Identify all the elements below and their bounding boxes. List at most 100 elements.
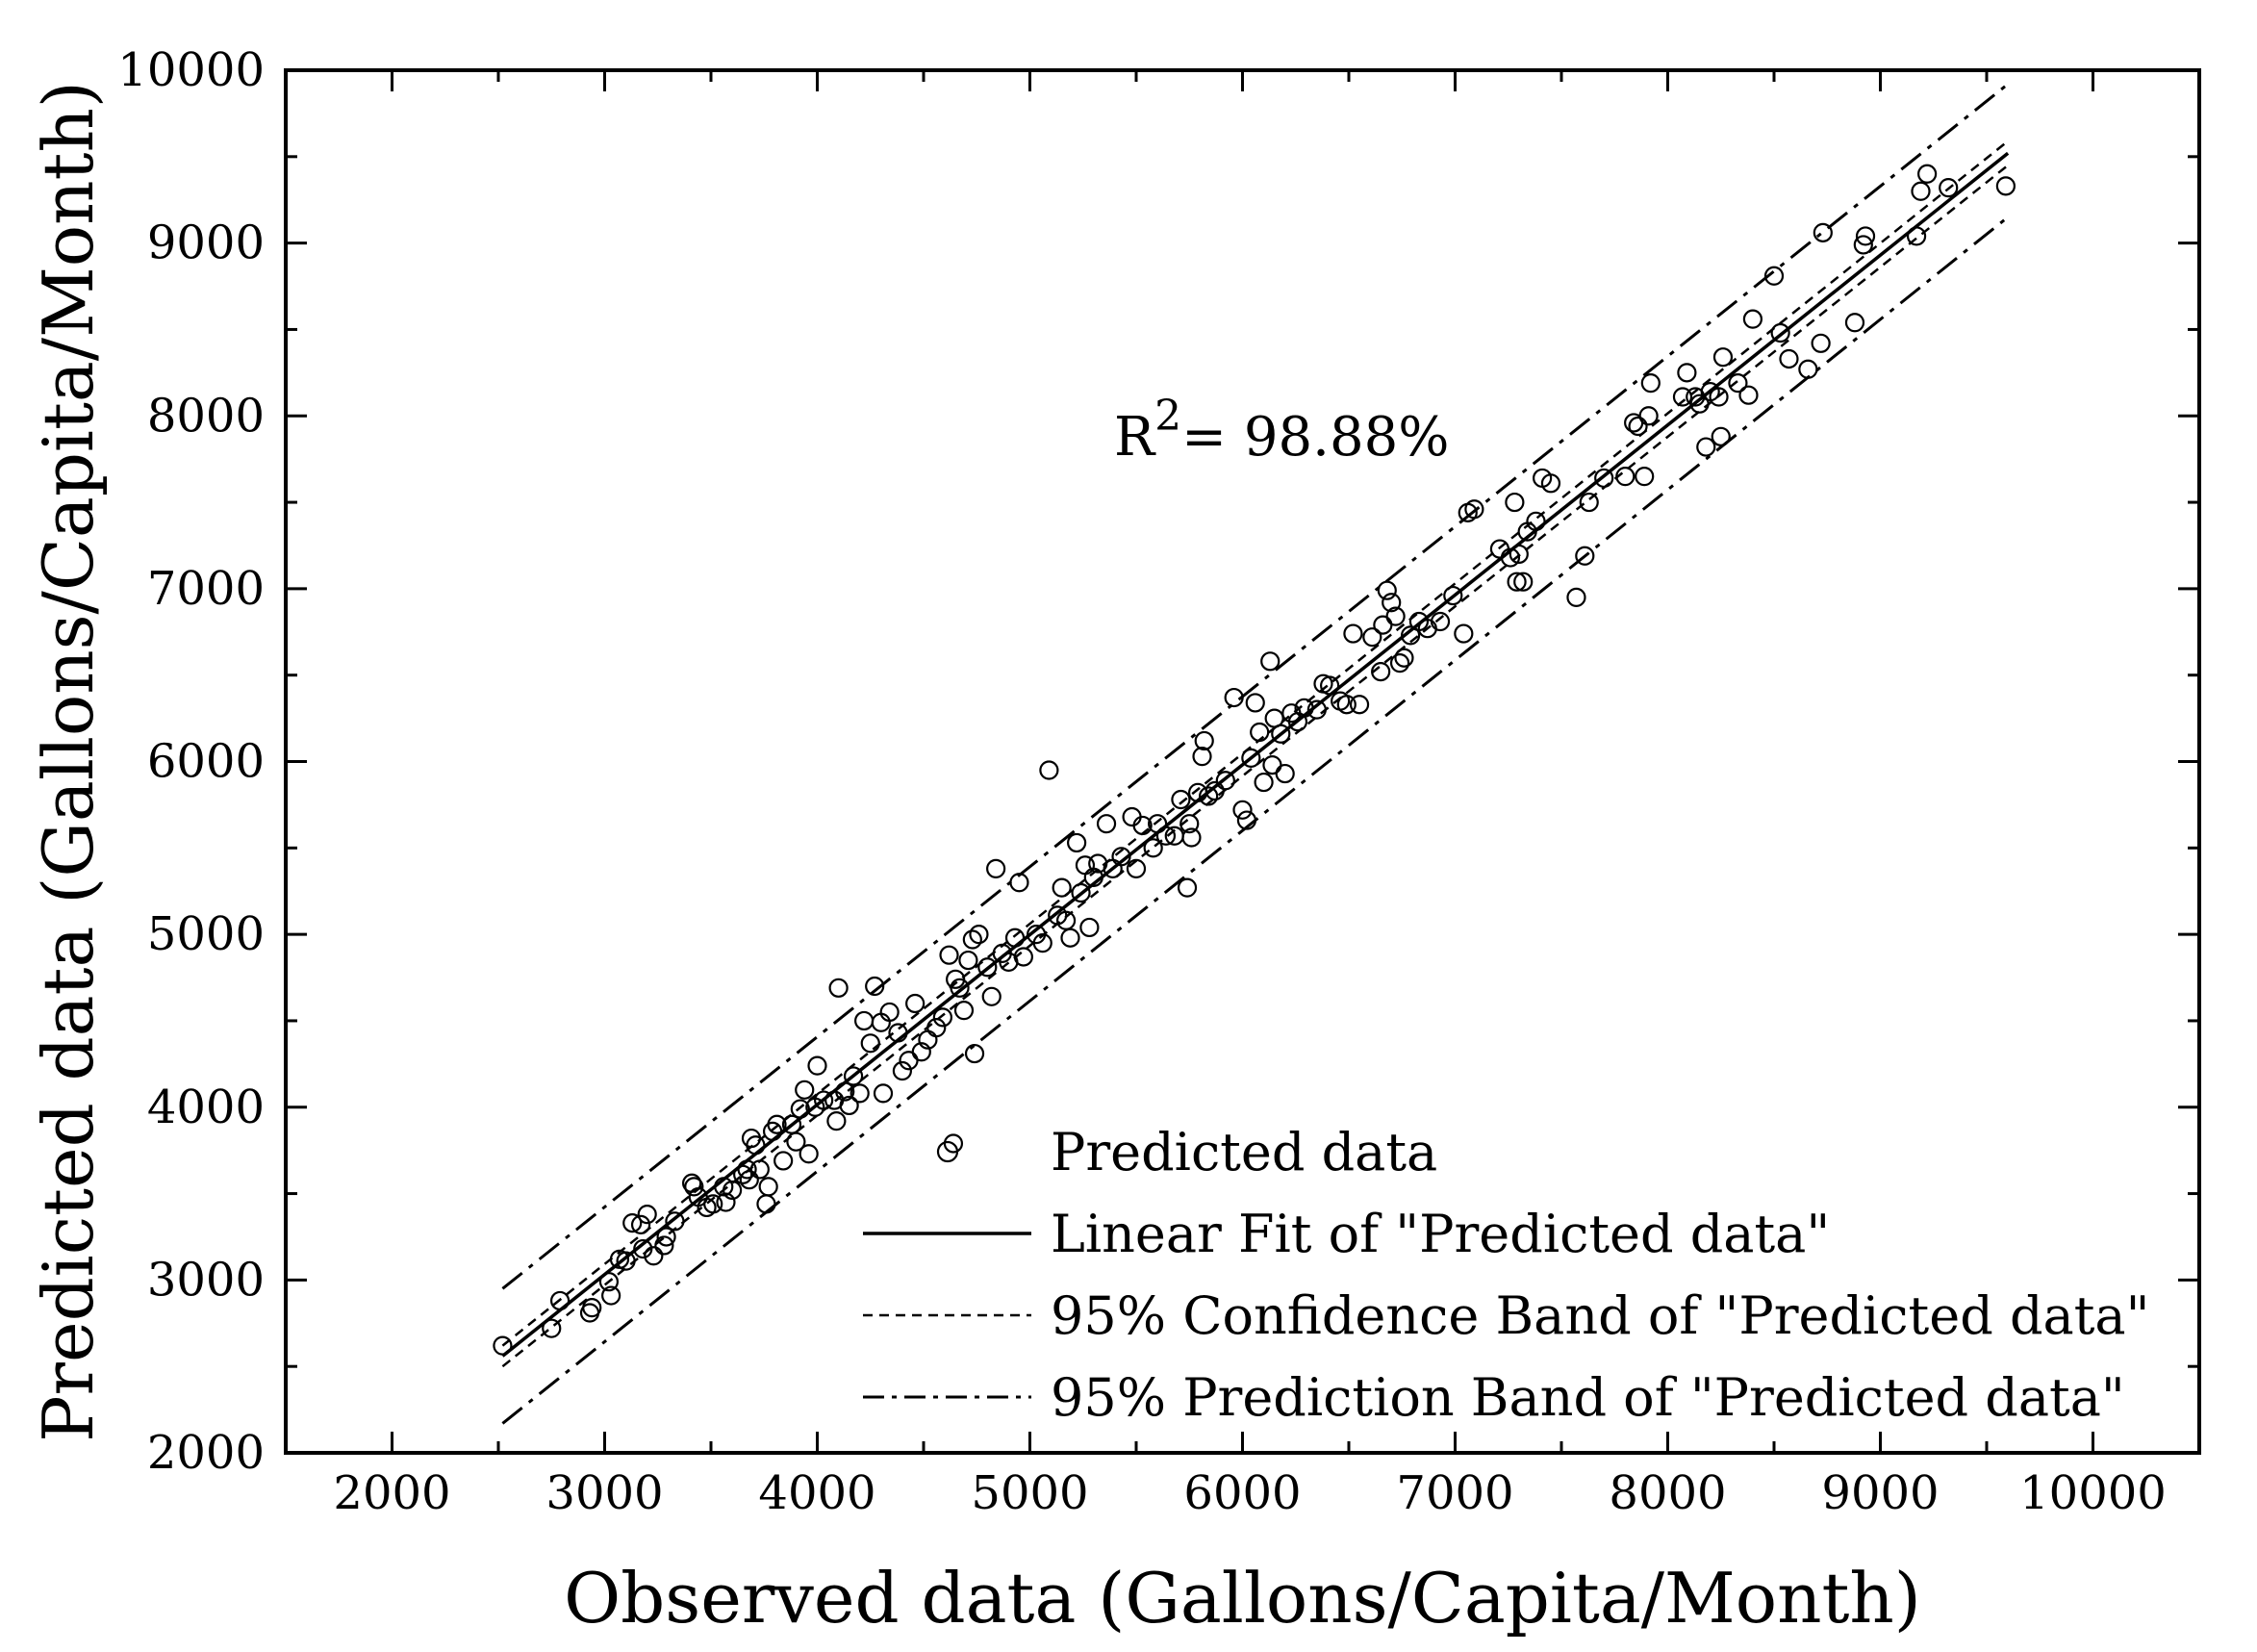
data-point bbox=[1155, 826, 1177, 846]
data-point bbox=[703, 1194, 723, 1214]
x-tick-label: 4000 bbox=[758, 1466, 875, 1520]
data-point bbox=[630, 1214, 651, 1234]
data-point bbox=[1696, 437, 1716, 457]
data-point bbox=[1770, 322, 1790, 343]
data-point bbox=[1052, 877, 1072, 898]
data-point bbox=[1995, 176, 2016, 196]
data-point bbox=[1742, 309, 1763, 329]
data-point bbox=[1917, 164, 1938, 184]
data-point bbox=[1232, 800, 1253, 820]
data-point bbox=[1738, 385, 1759, 405]
data-point bbox=[1579, 492, 1599, 513]
data-point bbox=[758, 1177, 778, 1197]
data-point bbox=[733, 1164, 753, 1184]
data-point bbox=[1343, 623, 1363, 644]
data-point bbox=[1336, 695, 1357, 715]
data-point bbox=[598, 1272, 620, 1292]
data-point bbox=[1911, 181, 1931, 201]
data-point bbox=[1507, 572, 1527, 592]
data-point bbox=[1382, 593, 1402, 613]
x-axis-tick-labels: 2000 3000 4000 5000 6000 7000 8000 9000 10000 bbox=[333, 1466, 2166, 1520]
data-point bbox=[1811, 333, 1831, 353]
data-point bbox=[637, 1205, 657, 1225]
data-point bbox=[1126, 858, 1147, 878]
prediction-band-upper bbox=[501, 83, 2010, 1290]
data-point bbox=[722, 1180, 743, 1201]
data-point bbox=[1672, 387, 1693, 407]
legend-label: Linear Fit of "Predicted data" bbox=[1051, 1204, 1830, 1264]
y-axis-tick-labels: 2000 3000 4000 5000 6000 7000 8000 9000 10000 bbox=[117, 43, 265, 1480]
data-point bbox=[1628, 416, 1648, 437]
data-point bbox=[1855, 226, 1876, 246]
data-point bbox=[786, 1131, 806, 1152]
data-point bbox=[1179, 814, 1200, 834]
data-point bbox=[1039, 760, 1059, 780]
data-point bbox=[767, 1114, 787, 1134]
x-tick-label: 7000 bbox=[1396, 1466, 1513, 1520]
data-point bbox=[1689, 394, 1710, 414]
data-point bbox=[911, 1042, 931, 1062]
data-point bbox=[1779, 348, 1799, 369]
data-point bbox=[1464, 499, 1484, 520]
data-point bbox=[542, 1318, 562, 1338]
data-point bbox=[1906, 226, 1927, 246]
legend: Predicted data Linear Fit of "Predicted d… bbox=[863, 1122, 2149, 1428]
data-point bbox=[1245, 693, 1265, 713]
data-point bbox=[1254, 772, 1274, 793]
data-point bbox=[1709, 387, 1729, 407]
r-squared-superscript: 2 bbox=[1154, 392, 1181, 441]
x-tick-label: 9000 bbox=[1821, 1466, 1939, 1520]
data-point bbox=[843, 1066, 864, 1086]
data-point bbox=[932, 1007, 952, 1028]
data-point bbox=[1526, 511, 1546, 531]
x-tick-label: 2000 bbox=[333, 1466, 450, 1520]
data-point bbox=[1143, 838, 1163, 858]
data-point bbox=[1004, 928, 1026, 948]
data-point bbox=[714, 1177, 734, 1197]
data-point bbox=[953, 1001, 975, 1021]
confidence-band-upper bbox=[501, 140, 2009, 1347]
x-tick-label: 10000 bbox=[2019, 1466, 2167, 1520]
data-point bbox=[873, 1083, 894, 1104]
data-point bbox=[1071, 882, 1091, 903]
data-point bbox=[1060, 928, 1080, 948]
legend-label: 95% Confidence Band of "Predicted data" bbox=[1051, 1285, 2149, 1346]
legend-label: 95% Prediction Band of "Predicted data" bbox=[1051, 1367, 2125, 1428]
data-point bbox=[1763, 266, 1785, 286]
data-point bbox=[1079, 917, 1100, 938]
data-point bbox=[1712, 347, 1734, 368]
data-point bbox=[977, 957, 998, 978]
data-point bbox=[964, 1043, 985, 1064]
data-point bbox=[716, 1192, 736, 1212]
data-point bbox=[795, 1080, 815, 1100]
x-tick-label: 8000 bbox=[1609, 1466, 1726, 1520]
data-point bbox=[1430, 611, 1451, 632]
data-point bbox=[1711, 426, 1731, 446]
data-point bbox=[826, 1111, 847, 1131]
data-point bbox=[1385, 606, 1406, 626]
data-point bbox=[1250, 722, 1270, 743]
y-tick-label: 3000 bbox=[147, 1253, 265, 1307]
data-point bbox=[1509, 544, 1529, 565]
data-points bbox=[493, 164, 2016, 1356]
data-point bbox=[549, 1290, 571, 1311]
data-point bbox=[1513, 572, 1534, 592]
data-point bbox=[892, 1060, 913, 1081]
data-point bbox=[1638, 406, 1659, 426]
data-point bbox=[807, 1055, 827, 1076]
data-point bbox=[850, 1083, 870, 1104]
data-point bbox=[1294, 698, 1314, 718]
data-point bbox=[835, 1081, 855, 1102]
data-point bbox=[582, 1298, 602, 1318]
data-point bbox=[969, 925, 989, 945]
data-point bbox=[926, 1018, 947, 1038]
data-point bbox=[1635, 467, 1655, 487]
data-point bbox=[1566, 587, 1586, 607]
data-point bbox=[1454, 623, 1474, 644]
data-point bbox=[1083, 867, 1103, 887]
data-point bbox=[879, 1002, 900, 1023]
data-point bbox=[1349, 695, 1370, 715]
linear-fit-line bbox=[501, 151, 2010, 1358]
confidence-band-lower bbox=[501, 164, 2009, 1368]
